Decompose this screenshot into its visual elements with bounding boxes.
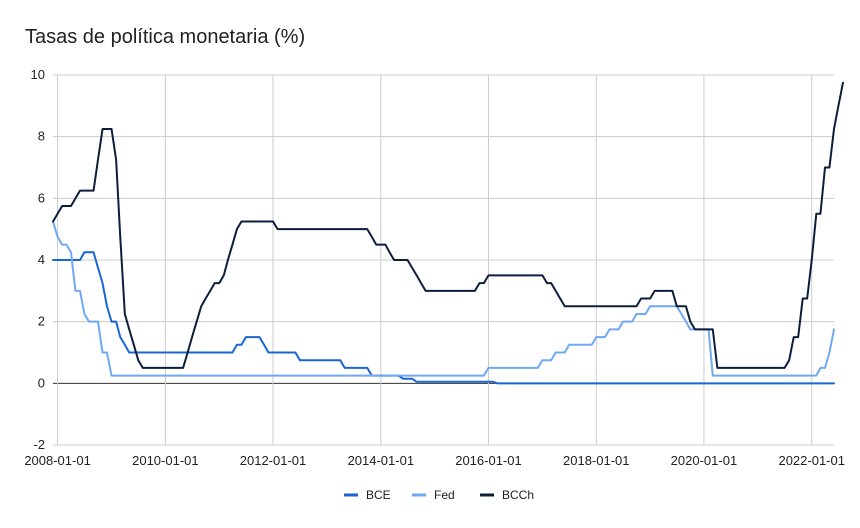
chart-title: Tasas de política monetaria (%) bbox=[25, 26, 306, 48]
series-line-bcch bbox=[52, 81, 844, 369]
series-lines bbox=[52, 81, 844, 385]
grid-lines bbox=[53, 74, 834, 446]
legend-label: Fed bbox=[434, 488, 455, 502]
x-tick-label: 2016-01-01 bbox=[455, 453, 522, 468]
series-line-fed bbox=[52, 220, 835, 377]
y-tick-label: 4 bbox=[38, 252, 45, 267]
legend-item-bcch: BCCh bbox=[480, 488, 534, 502]
legend-label: BCCh bbox=[502, 488, 534, 502]
axis-labels: -2 0 2 4 6 8 10 2008-01-01 2010-01-01 2012-01-01 2… bbox=[24, 67, 845, 468]
x-tick-label: 2022-01-01 bbox=[778, 453, 845, 468]
y-tick-label: 0 bbox=[38, 375, 45, 390]
x-tick-label: 2010-01-01 bbox=[132, 453, 199, 468]
x-tick-label: 2018-01-01 bbox=[563, 453, 630, 468]
x-tick-label: 2012-01-01 bbox=[240, 453, 307, 468]
x-tick-label: 2014-01-01 bbox=[348, 453, 415, 468]
legend-item-fed: Fed bbox=[412, 488, 455, 502]
y-tick-label: 2 bbox=[38, 314, 45, 329]
y-tick-label: 6 bbox=[38, 190, 45, 205]
legend-item-bce: BCE bbox=[344, 488, 391, 502]
legend-label: BCE bbox=[366, 488, 391, 502]
x-tick-label: 2008-01-01 bbox=[24, 453, 91, 468]
y-tick-label: -2 bbox=[33, 437, 45, 452]
x-tick-label: 2020-01-01 bbox=[671, 453, 738, 468]
y-tick-label: 10 bbox=[31, 67, 45, 82]
series-line-bce bbox=[52, 251, 835, 385]
chart-legend: BCE Fed BCCh bbox=[344, 488, 534, 502]
y-tick-label: 8 bbox=[38, 129, 45, 144]
